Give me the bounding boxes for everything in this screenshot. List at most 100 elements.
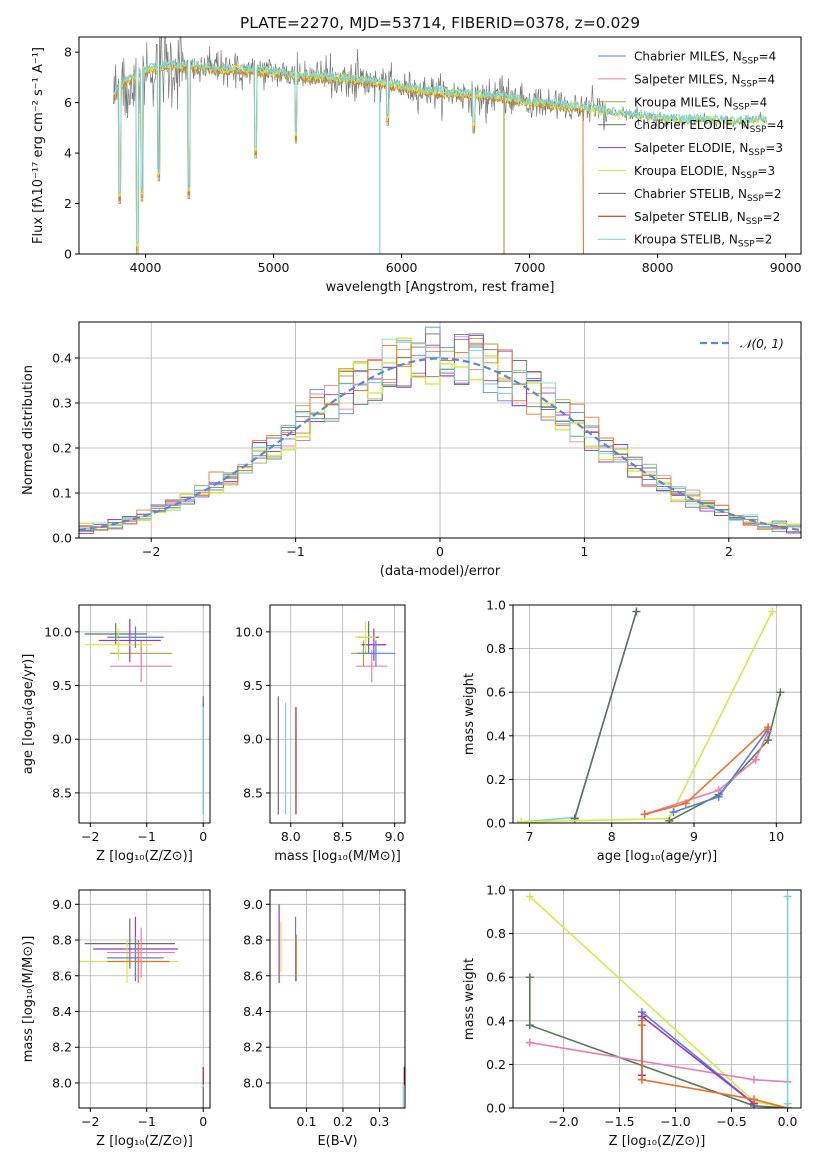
frame-residuals: −2 −1 0 1 2 0.0 0.1 0.2 0.3 0.4 (data-model)/error… <box>21 321 802 579</box>
plot-frame <box>512 889 802 1109</box>
y-tick-label: 2 <box>64 196 72 211</box>
y-tick-label: 0.2 <box>486 772 506 787</box>
y-tick-label: 8.8 <box>52 933 72 948</box>
x-tick-label: −2 <box>81 1114 99 1129</box>
chart-title: PLATE=2270, MJD=53714, FIBERID=0378, z=0… <box>240 14 640 32</box>
x-tick-label: 0.2 <box>333 1114 353 1129</box>
weight-marker <box>751 755 760 764</box>
legend-main: Salpeter ELODIE, N <box>634 141 748 155</box>
weight-line <box>529 895 788 1108</box>
x-tick-label: 7000 <box>514 260 546 275</box>
plot-frame <box>78 889 211 1109</box>
y-tick-label: 4 <box>64 146 72 161</box>
legend-label: Kroupa MILES, NSSP=4 <box>634 95 767 112</box>
weight-line <box>641 1014 755 1105</box>
frame-age_vs_mass: 8.0 8.5 9.0 8.5 9.0 9.5 10.0 mass [log₁₀(M/M⊙)] <box>235 604 406 864</box>
x-tick-label: 6000 <box>386 260 418 275</box>
y-tick-label: 9.0 <box>243 897 263 912</box>
y-tick-label: 8.0 <box>243 1075 263 1090</box>
legend-sub: SSP <box>748 148 765 158</box>
weight-line <box>529 1041 788 1083</box>
y-tick-label: 8 <box>64 45 72 60</box>
legend-main: Chabrier ELODIE, N <box>634 118 750 132</box>
marks-age_vs_Z <box>84 618 204 815</box>
y-tick-label: 0.8 <box>486 926 506 941</box>
x-tick-label: −1 <box>138 1114 156 1129</box>
weight-marker <box>637 1021 646 1030</box>
weight-series <box>640 727 773 819</box>
errorbar-point <box>84 628 153 661</box>
legend-label: Kroupa STELIB, NSSP=2 <box>634 233 772 250</box>
plot-frame <box>269 889 406 1109</box>
legend-tail: =2 <box>763 210 781 224</box>
weight-marker <box>768 607 777 616</box>
data-spectrum-line <box>113 37 767 248</box>
legend-main: Chabrier STELIB, N <box>634 187 747 201</box>
legend-label: 𝒩(0, 1) <box>740 337 784 351</box>
x-tick-label: 0.3 <box>370 1114 390 1129</box>
frame-mass_vs_Z: −2 −1 0 8.0 8.2 8.4 8.6 8.8 9.0 Z [log₁₀(Z/Z⊙)] ma… <box>21 889 211 1149</box>
axes-age_vs_mass <box>270 605 405 823</box>
x-tick-label: 0 <box>436 544 444 559</box>
y-tick-label: 8.4 <box>243 1004 263 1019</box>
x-tick-label: 8 <box>608 829 616 844</box>
x-tick-label: 9 <box>690 829 698 844</box>
y-axis-label: mass [log₁₀(M/M⊙)] <box>21 936 36 1063</box>
legend-sub: SSP <box>741 171 758 181</box>
weight-line <box>668 692 782 822</box>
x-axis-label: E(B-V) <box>317 1134 357 1149</box>
weight-marker <box>764 723 773 732</box>
weight-marker <box>776 688 785 697</box>
y-tick-label: 9.0 <box>243 732 263 747</box>
y-tick-label: 8.5 <box>243 785 263 800</box>
legend-tail: =3 <box>757 164 775 178</box>
legend-label: Chabrier STELIB, NSSP=2 <box>634 187 782 204</box>
y-tick-label: 0.6 <box>486 970 506 985</box>
legend-main: Kroupa ELODIE, N <box>634 164 741 178</box>
axes-mass_vs_Z <box>79 890 210 1108</box>
y-tick-label: 0.4 <box>486 1013 506 1028</box>
x-tick-label: −1.0 <box>660 1114 690 1129</box>
weight-series <box>517 607 641 823</box>
errorbar-point <box>98 618 161 662</box>
y-tick-label: 0.0 <box>486 816 506 831</box>
y-tick-label: 9.0 <box>52 732 72 747</box>
x-axis-label: wavelength [Angstrom, rest frame] <box>326 280 555 295</box>
errorbar-point <box>107 626 164 648</box>
y-tick-label: 0 <box>64 247 72 262</box>
y-tick-label: 8.2 <box>243 1040 263 1055</box>
marks-spectrum <box>113 37 767 254</box>
marks-residuals <box>79 326 801 534</box>
x-tick-label: 1 <box>580 544 588 559</box>
y-tick-label: 8.0 <box>52 1075 72 1090</box>
legend-main: Kroupa MILES, N <box>634 95 733 109</box>
weight-marker <box>714 792 723 801</box>
errorbar-point <box>110 650 173 683</box>
legend-label: Chabrier MILES, NSSP=4 <box>634 50 776 67</box>
weight-marker <box>632 607 641 616</box>
weight-line <box>573 611 638 819</box>
legend-sub: SSP <box>742 57 759 67</box>
marks-mass_vs_Z <box>79 916 204 1108</box>
axes-mass_weight_vs_age <box>513 604 801 824</box>
x-tick-label: 0.0 <box>778 1114 798 1129</box>
legend: 𝒩(0, 1) <box>700 337 784 351</box>
weight-marker <box>749 1095 758 1104</box>
weight-marker <box>525 973 534 982</box>
weight-series <box>637 1012 758 1108</box>
y-tick-label: 0.0 <box>486 1101 506 1116</box>
weight-marker <box>764 736 773 745</box>
x-tick-label: −2 <box>81 829 99 844</box>
y-tick-label: 0.2 <box>52 441 72 456</box>
legend-label: Kroupa ELODIE, NSSP=3 <box>634 164 775 181</box>
y-tick-label: 0.4 <box>486 728 506 743</box>
weight-marker <box>637 1075 646 1084</box>
x-tick-label: 7 <box>525 829 533 844</box>
x-tick-label: 9.0 <box>385 829 405 844</box>
y-axis-label: age [log₁₀(age/yr)] <box>21 654 36 775</box>
axes-mass_weight_vs_Z <box>513 889 801 1109</box>
model-spectrum-line <box>113 58 767 244</box>
weight-marker <box>783 892 792 901</box>
y-axis-label: Flux [fλ10⁻¹⁷ erg cm⁻² s⁻¹ A⁻¹] <box>31 47 46 244</box>
